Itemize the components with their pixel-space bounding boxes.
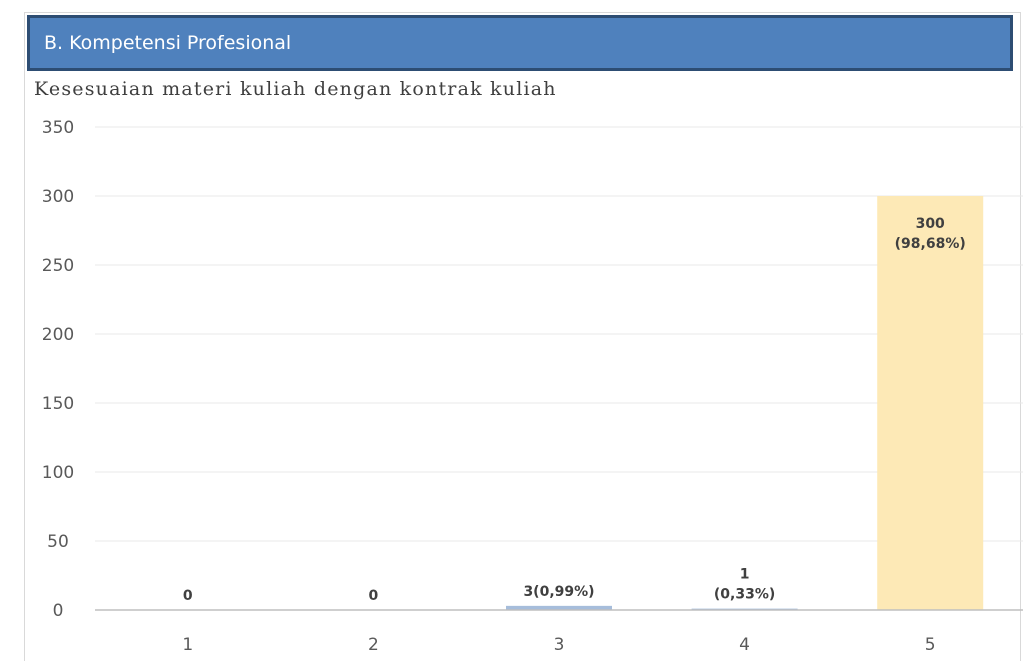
section-title: B. Kompetensi Profesional bbox=[44, 32, 292, 54]
y-tick-label: 250 bbox=[42, 256, 74, 276]
x-tick-label: 2 bbox=[368, 635, 379, 655]
y-tick-label: 300 bbox=[42, 187, 74, 207]
data-label: 300 bbox=[916, 216, 945, 232]
section-banner: B. Kompetensi Profesional bbox=[27, 15, 1013, 71]
data-label: 0 bbox=[183, 588, 193, 604]
data-label: 0 bbox=[369, 588, 379, 604]
data-label: 1 bbox=[740, 567, 750, 583]
y-tick-label: 0 bbox=[53, 601, 64, 621]
bar bbox=[877, 196, 984, 610]
y-tick-label: 50 bbox=[47, 532, 69, 552]
y-tick-label: 100 bbox=[42, 463, 74, 483]
data-label: (0,33%) bbox=[714, 587, 775, 603]
x-tick-label: 5 bbox=[925, 635, 936, 655]
chart-title: Kesesuaian materi kuliah dengan kontrak … bbox=[34, 78, 557, 100]
data-label: (98,68%) bbox=[895, 236, 966, 252]
x-tick-label: 4 bbox=[739, 635, 750, 655]
frame-left-rule bbox=[24, 12, 25, 661]
y-tick-label: 150 bbox=[42, 394, 74, 414]
bar bbox=[506, 605, 612, 610]
x-tick-label: 1 bbox=[182, 635, 193, 655]
y-tick-label: 200 bbox=[42, 325, 74, 345]
x-tick-label: 3 bbox=[554, 635, 565, 655]
y-tick-label: 350 bbox=[42, 118, 74, 138]
frame-top-rule bbox=[24, 12, 1020, 13]
frame-right-rule bbox=[1020, 12, 1021, 661]
data-label: 3(0,99%) bbox=[523, 584, 594, 600]
